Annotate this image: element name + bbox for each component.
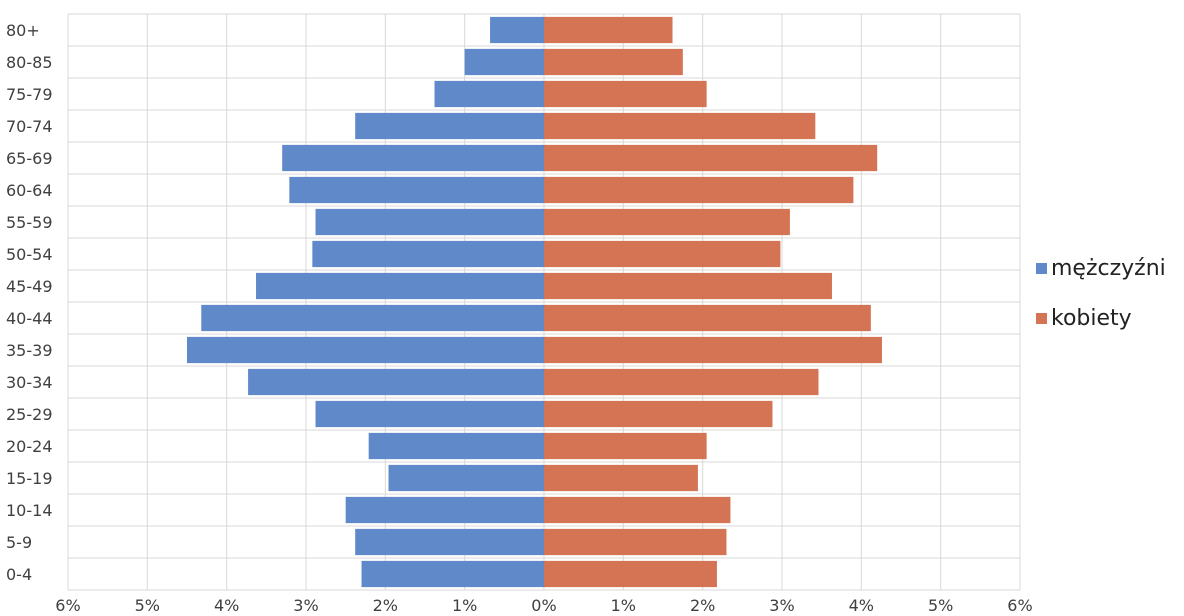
- bar-kobiety-15-19: [544, 464, 698, 492]
- bar-mężczyźni-50-54: [312, 240, 544, 268]
- x-tick-label: 4%: [849, 596, 874, 615]
- y-tick-label: 65-69: [6, 149, 53, 168]
- y-tick-label: 0-4: [6, 565, 32, 584]
- y-tick-label: 40-44: [6, 309, 53, 328]
- x-tick-label: 3%: [293, 596, 318, 615]
- y-tick-label: 60-64: [6, 181, 53, 200]
- bar-kobiety-75-79: [544, 80, 707, 108]
- legend-label-series-0: mężczyźni: [1051, 255, 1166, 281]
- y-tick-label: 75-79: [6, 85, 53, 104]
- x-tick-label: 1%: [452, 596, 477, 615]
- y-tick-label: 25-29: [6, 405, 53, 424]
- x-tick-label: 0%: [531, 596, 556, 615]
- legend-swatch-series-0: [1036, 262, 1047, 274]
- bar-kobiety-10-14: [544, 496, 731, 524]
- bar-mężczyźni-75-79: [434, 80, 544, 108]
- bar-mężczyźni-35-39: [187, 336, 544, 364]
- bar-mężczyźni-20-24: [368, 432, 544, 460]
- bar-kobiety-70-74: [544, 112, 816, 140]
- bar-kobiety-5-9: [544, 528, 727, 556]
- bar-mężczyźni-5-9: [355, 528, 544, 556]
- legend-swatch-series-1: [1036, 312, 1047, 324]
- bar-kobiety-40-44: [544, 304, 871, 332]
- x-tick-label: 6%: [55, 596, 80, 615]
- x-tick-label: 5%: [928, 596, 953, 615]
- y-tick-label: 55-59: [6, 213, 53, 232]
- x-tick-label: 3%: [769, 596, 794, 615]
- bar-kobiety-60-64: [544, 176, 854, 204]
- y-tick-label: 70-74: [6, 117, 53, 136]
- x-tick-label: 4%: [214, 596, 239, 615]
- bar-kobiety-65-69: [544, 144, 878, 172]
- bar-mężczyźni-40-44: [201, 304, 544, 332]
- legend-item-series-0: mężczyźni: [1036, 255, 1166, 281]
- bar-mężczyźni-80-85: [464, 48, 544, 76]
- bar-kobiety-80+: [544, 16, 673, 44]
- bar-kobiety-20-24: [544, 432, 707, 460]
- y-tick-label: 35-39: [6, 341, 53, 360]
- bar-kobiety-55-59: [544, 208, 790, 236]
- bar-mężczyźni-10-14: [345, 496, 544, 524]
- legend-item-series-1: kobiety: [1036, 305, 1166, 331]
- bar-mężczyźni-0-4: [361, 560, 544, 588]
- bar-kobiety-45-49: [544, 272, 832, 300]
- x-tick-label: 5%: [135, 596, 160, 615]
- y-tick-label: 15-19: [6, 469, 53, 488]
- y-tick-label: 80+: [6, 21, 40, 40]
- bar-kobiety-0-4: [544, 560, 717, 588]
- y-tick-label: 45-49: [6, 277, 53, 296]
- bar-mężczyźni-70-74: [355, 112, 544, 140]
- y-tick-label: 5-9: [6, 533, 32, 552]
- bar-mężczyźni-80+: [490, 16, 544, 44]
- y-axis-labels: 0-4 5-9 10-14 15-19 20-24 25-29 30-34 35-39 40-4…: [6, 21, 53, 584]
- x-tick-label: 2%: [373, 596, 398, 615]
- legend-label-series-1: kobiety: [1051, 305, 1132, 331]
- bar-kobiety-35-39: [544, 336, 882, 364]
- bar-mężczyźni-30-34: [248, 368, 544, 396]
- bar-mężczyźni-15-19: [388, 464, 544, 492]
- y-tick-label: 50-54: [6, 245, 53, 264]
- bar-kobiety-30-34: [544, 368, 819, 396]
- bars: [187, 16, 882, 588]
- y-tick-label: 30-34: [6, 373, 53, 392]
- x-tick-label: 1%: [611, 596, 636, 615]
- bar-mężczyźni-60-64: [289, 176, 544, 204]
- x-tick-label: 2%: [690, 596, 715, 615]
- x-axis-labels: 6% 5% 4% 3% 2% 1% 0% 1% 2% 3% 4% 5% 6%: [55, 596, 1032, 615]
- y-tick-label: 10-14: [6, 501, 53, 520]
- bar-mężczyźni-25-29: [315, 400, 544, 428]
- legend: mężczyźni kobiety: [1036, 255, 1166, 355]
- x-tick-label: 6%: [1007, 596, 1032, 615]
- bar-mężczyźni-55-59: [315, 208, 544, 236]
- bar-kobiety-50-54: [544, 240, 781, 268]
- bar-kobiety-80-85: [544, 48, 683, 76]
- bar-mężczyźni-45-49: [256, 272, 544, 300]
- gridlines: [67, 13, 1021, 591]
- bar-mężczyźni-65-69: [282, 144, 544, 172]
- y-tick-label: 80-85: [6, 53, 53, 72]
- y-tick-label: 20-24: [6, 437, 53, 456]
- bar-kobiety-25-29: [544, 400, 773, 428]
